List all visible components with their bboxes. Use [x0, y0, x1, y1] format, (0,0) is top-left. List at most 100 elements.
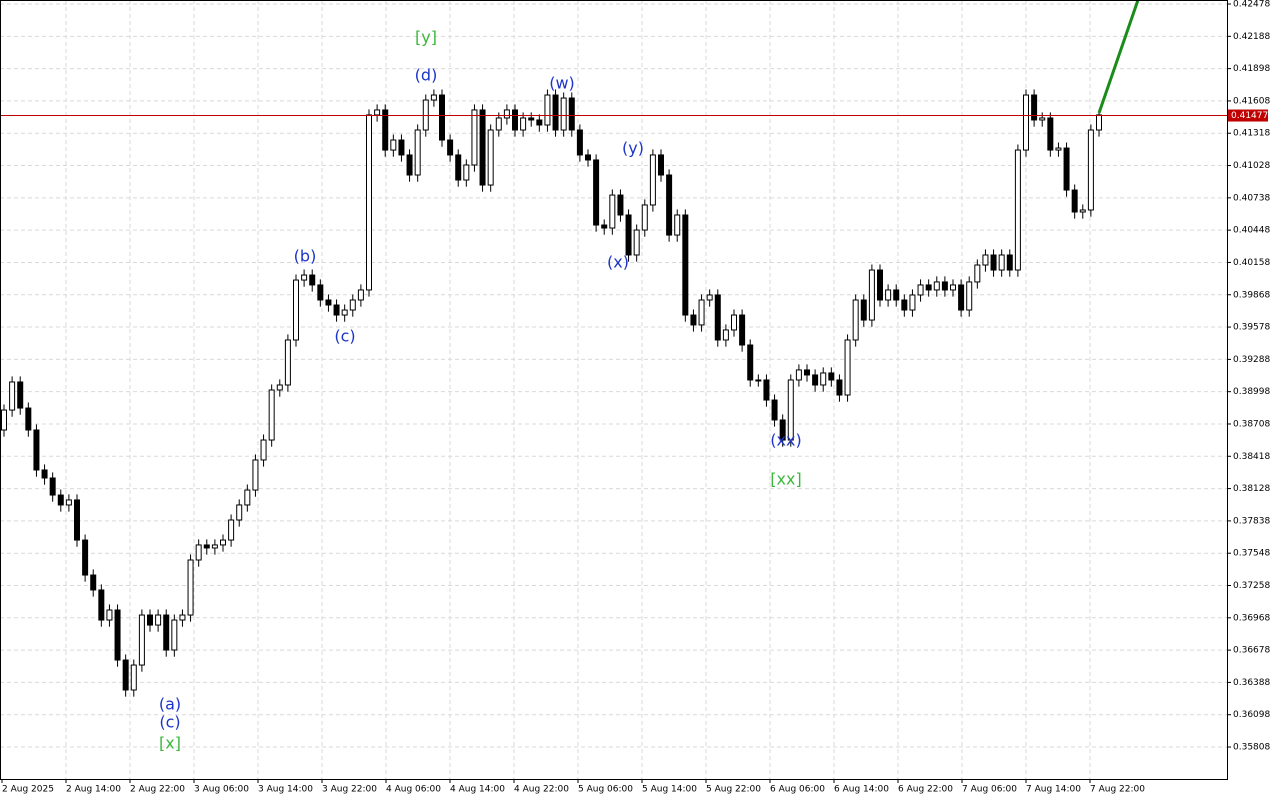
- candle-body: [844, 339, 851, 396]
- candle-body: [512, 109, 518, 131]
- candle-body: [601, 224, 608, 229]
- candle-body: [739, 314, 746, 346]
- candle-body: [1023, 94, 1029, 151]
- wave-label: (xx): [770, 431, 801, 450]
- y-tick-label: 0.38708: [1233, 419, 1270, 429]
- y-tick-label: 0.39578: [1233, 323, 1270, 333]
- candle-body: [966, 281, 973, 311]
- candle-body: [495, 117, 502, 131]
- candle-body: [787, 379, 794, 441]
- candle-body: [357, 289, 364, 301]
- candle-body: [812, 374, 819, 386]
- y-tick-label: 0.41608: [1233, 96, 1270, 106]
- candle-body: [236, 504, 243, 521]
- candle-body: [284, 339, 291, 386]
- candle-body: [422, 99, 429, 131]
- x-tick-label: 5 Aug 06:00: [578, 785, 633, 795]
- candle-body: [9, 381, 16, 411]
- plot-border: [0, 0, 1228, 780]
- candle-body: [317, 284, 324, 301]
- candle-body: [406, 154, 413, 176]
- candle-body: [98, 589, 105, 621]
- candle-body: [17, 381, 24, 409]
- candle-body: [1031, 94, 1038, 121]
- candle-body: [901, 299, 908, 311]
- wave-label: [y]: [415, 28, 437, 47]
- y-tick-label: 0.40738: [1233, 193, 1270, 203]
- x-tick-label: 3 Aug 22:00: [322, 785, 377, 795]
- candle-body: [674, 214, 681, 236]
- candle-body: [585, 154, 591, 161]
- candle-body: [682, 214, 689, 316]
- y-tick-label: 0.38128: [1233, 484, 1270, 494]
- candle-body: [114, 609, 121, 661]
- candle-body: [1, 409, 7, 431]
- candle-body: [106, 609, 113, 621]
- candle-body: [795, 369, 802, 381]
- x-tick-label: 2 Aug 2025: [2, 785, 54, 795]
- x-tick-label: 6 Aug 22:00: [898, 785, 953, 795]
- candle-body: [633, 229, 640, 256]
- y-tick-label: 0.36098: [1233, 710, 1270, 720]
- candle-body: [552, 94, 559, 131]
- candle-body: [82, 539, 89, 576]
- candle-body: [852, 299, 859, 341]
- candle-body: [503, 109, 510, 119]
- candle-body: [260, 439, 267, 461]
- price-label: 0.41477: [1231, 111, 1268, 121]
- y-tick-label: 0.38418: [1233, 452, 1270, 462]
- candle-body: [122, 659, 129, 691]
- y-tick-label: 0.37838: [1233, 516, 1270, 526]
- candle-body: [203, 544, 210, 549]
- candle-body: [293, 279, 299, 341]
- x-tick-label: 6 Aug 14:00: [834, 785, 889, 795]
- candle-body: [722, 329, 729, 341]
- candle-body: [398, 139, 405, 156]
- candle-body: [195, 544, 202, 561]
- candle-body: [74, 499, 80, 541]
- candle-body: [341, 309, 348, 316]
- wave-label: (c): [334, 327, 355, 346]
- y-tick-label: 0.42478: [1233, 0, 1270, 10]
- price-label-box: [1228, 109, 1268, 122]
- candle-body: [860, 299, 867, 321]
- candle-body: [706, 294, 713, 301]
- x-tick-label: 4 Aug 06:00: [386, 785, 441, 795]
- candle-body: [982, 254, 989, 266]
- y-tick-label: 0.40158: [1233, 258, 1270, 268]
- candle-body: [1096, 114, 1102, 131]
- candle-body: [593, 159, 600, 226]
- candle-body: [309, 274, 316, 286]
- candle-body: [779, 419, 786, 441]
- wave-label: (b): [294, 247, 317, 266]
- x-tick-label: 2 Aug 22:00: [130, 785, 185, 795]
- candle-body: [528, 117, 535, 121]
- y-tick-label: 0.35808: [1233, 743, 1270, 753]
- candle-body: [430, 94, 437, 101]
- candle-body: [544, 94, 551, 126]
- candle-body: [925, 284, 932, 291]
- candle-body: [885, 289, 892, 301]
- y-tick-label: 0.37548: [1233, 549, 1270, 559]
- candle-body: [463, 164, 470, 181]
- x-tick-label: 6 Aug 06:00: [770, 785, 825, 795]
- candle-body: [1055, 147, 1062, 151]
- candle-body: [836, 379, 843, 396]
- candle-body: [641, 204, 648, 231]
- candle-body: [171, 619, 178, 651]
- candle-body: [690, 314, 697, 326]
- candle-body: [382, 109, 389, 151]
- candle-body: [625, 214, 632, 256]
- wave-label: (w): [549, 74, 575, 93]
- candle-body: [731, 314, 737, 331]
- candle-body: [333, 304, 340, 316]
- candle-body: [877, 269, 883, 301]
- candle-body: [755, 379, 762, 382]
- wave-label: [xx]: [770, 470, 801, 489]
- candle-body: [820, 372, 827, 386]
- candle-body: [609, 194, 616, 229]
- candle-body: [990, 254, 997, 271]
- candle-body: [179, 614, 186, 621]
- candle-body: [49, 477, 56, 496]
